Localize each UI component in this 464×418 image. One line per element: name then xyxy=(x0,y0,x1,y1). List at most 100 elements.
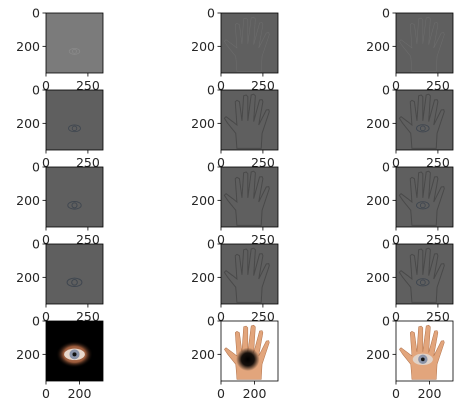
eye-outline-shape xyxy=(416,201,430,210)
axes-2-0: 0 200 0 250 xyxy=(16,160,104,247)
x-tick-label: 250 xyxy=(251,232,275,247)
iris-shape xyxy=(419,125,426,132)
axes-frame xyxy=(220,12,279,74)
axes-2-2: 0 200 0 250 xyxy=(366,160,454,247)
axes-frame xyxy=(220,166,279,228)
axes-frame xyxy=(45,243,104,305)
axes-0-2: 0 200 0 250 xyxy=(366,6,454,93)
image-blend xyxy=(396,167,453,227)
x-tick-label: 0 xyxy=(217,232,225,247)
x-tick-label: 200 xyxy=(243,386,267,401)
y-tick-label: 0 xyxy=(32,160,40,175)
x-tick-label: 0 xyxy=(392,309,400,324)
y-tick-label: 0 xyxy=(382,160,390,175)
hand-outline-shape xyxy=(223,93,270,149)
image-eye xyxy=(46,167,103,227)
iris-shape xyxy=(71,202,78,209)
hand-outline-shape xyxy=(398,170,445,226)
x-tick-label: 0 xyxy=(42,155,50,170)
axes-2-1: 0 200 0 250 xyxy=(191,160,279,247)
axes-frame xyxy=(45,320,104,382)
axes-frame xyxy=(395,89,454,151)
x-tick-label: 0 xyxy=(392,232,400,247)
image-blend xyxy=(396,244,453,304)
iris-shape xyxy=(71,125,78,132)
hand-outline-shape xyxy=(398,247,445,303)
axes-frame xyxy=(45,12,104,74)
hand-outline-shape xyxy=(224,16,270,72)
image-background xyxy=(46,167,103,227)
y-tick-label: 0 xyxy=(207,6,215,21)
iris-shape xyxy=(419,279,426,286)
hand-outline-shape xyxy=(398,93,445,149)
x-tick-label: 0 xyxy=(392,386,400,401)
x-tick-label: 200 xyxy=(418,386,442,401)
y-tick-label: 200 xyxy=(366,116,390,131)
x-tick-label: 250 xyxy=(251,155,275,170)
y-tick-label: 0 xyxy=(382,237,390,252)
image-blend xyxy=(396,13,453,73)
iris-shape xyxy=(419,202,426,209)
x-tick-label: 250 xyxy=(426,232,450,247)
iris-shape xyxy=(72,48,77,54)
x-tick-label: 0 xyxy=(392,78,400,93)
y-tick-label: 200 xyxy=(366,39,390,54)
x-tick-label: 250 xyxy=(76,155,100,170)
y-tick-label: 200 xyxy=(366,270,390,285)
axes-frame xyxy=(220,243,279,305)
axes-frame xyxy=(395,320,454,382)
eye-outline-shape xyxy=(416,278,430,287)
axes-frame xyxy=(45,166,104,228)
x-tick-label: 0 xyxy=(217,78,225,93)
pupil-shape xyxy=(72,352,77,357)
eye-outline-shape xyxy=(68,124,81,133)
hand-outline-shape xyxy=(223,247,270,303)
y-tick-label: 0 xyxy=(32,237,40,252)
image-eye xyxy=(46,13,103,73)
image-hand xyxy=(221,167,278,227)
axes-frame xyxy=(220,89,279,151)
x-tick-label: 250 xyxy=(76,78,100,93)
y-tick-label: 0 xyxy=(32,83,40,98)
axes-4-2: 0 200 0 200 xyxy=(366,314,454,401)
x-tick-label: 250 xyxy=(76,309,100,324)
image-eye xyxy=(46,244,103,304)
axes-0-0: 0 200 0 250 xyxy=(16,6,104,93)
hand-outline-shape xyxy=(399,16,445,72)
image-blend xyxy=(396,321,453,381)
image-background xyxy=(221,90,278,150)
image-background xyxy=(221,167,278,227)
y-tick-label: 200 xyxy=(16,39,40,54)
panel-grid: 0 200 0 250 0 200 0 250 0 200 0 250 0 200 0 250 0 200 0 250… xyxy=(16,6,454,401)
pupil-shape xyxy=(420,357,425,362)
iris-shape xyxy=(71,279,78,286)
y-tick-label: 200 xyxy=(191,116,215,131)
axes-frame xyxy=(220,320,279,382)
y-tick-label: 200 xyxy=(191,39,215,54)
y-tick-label: 0 xyxy=(382,83,390,98)
y-tick-label: 0 xyxy=(207,83,215,98)
image-background xyxy=(396,13,453,73)
axes-frame xyxy=(395,243,454,305)
y-tick-label: 0 xyxy=(207,160,215,175)
image-background xyxy=(46,244,103,304)
axes-1-0: 0 200 0 250 xyxy=(16,83,104,170)
x-tick-label: 200 xyxy=(68,386,92,401)
hand-shape xyxy=(399,324,445,380)
x-tick-label: 0 xyxy=(42,78,50,93)
y-tick-label: 200 xyxy=(191,347,215,362)
axes-frame xyxy=(45,89,104,151)
y-tick-label: 200 xyxy=(366,347,390,362)
image-blend xyxy=(396,90,453,150)
eye-outline-shape xyxy=(66,277,83,288)
x-tick-label: 0 xyxy=(392,155,400,170)
image-hand xyxy=(221,321,278,381)
axes-3-1: 0 200 0 250 xyxy=(191,237,279,324)
image-background xyxy=(396,244,453,304)
dark-hole-shape xyxy=(236,347,260,371)
eye-outline-shape xyxy=(68,47,81,55)
y-tick-label: 200 xyxy=(191,193,215,208)
x-tick-label: 0 xyxy=(217,386,225,401)
x-tick-label: 0 xyxy=(42,232,50,247)
axes-3-2: 0 200 0 250 xyxy=(366,237,454,324)
